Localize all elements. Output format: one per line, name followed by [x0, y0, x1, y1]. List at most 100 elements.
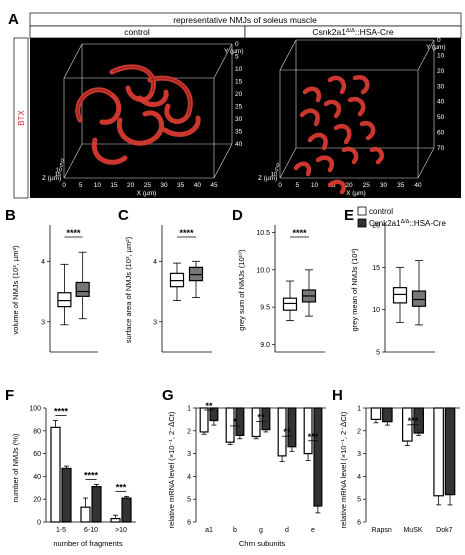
x-tick-label: g [259, 527, 263, 534]
x-tick-label: 40 [194, 182, 202, 189]
bar-control [110, 517, 121, 523]
y-tick-label: 6 [357, 520, 361, 527]
x-tick-label: 35 [397, 182, 405, 189]
nmj-fragment [352, 74, 370, 95]
nmj-fragment [369, 146, 384, 165]
x-tick-label: Dok7 [436, 527, 452, 534]
panel-a-title: representative NMJs of soleus muscle [173, 15, 317, 25]
btx-label: BTX [17, 110, 26, 126]
bar-mutant [91, 486, 102, 523]
y-tick-label: 2 [187, 428, 191, 435]
bbox-edge [63, 43, 83, 79]
x-tick-label: 20 [345, 182, 353, 189]
panel-letter-a: A [8, 11, 19, 28]
nmj-fragment [327, 179, 347, 195]
nmj-fragment [299, 108, 320, 127]
nmj-fragment [323, 99, 342, 119]
bbox-edge [417, 39, 435, 71]
y-tick-label: 20 [33, 497, 41, 504]
y-tick-label: 100 [29, 406, 41, 413]
chart-c-ylabel: surface area of NMJs (10³, µm²) [124, 236, 133, 343]
chart-f-ylabel: number of NMJs (%) [11, 433, 20, 502]
legend: control Csnk2a1Δ/Δ::HSA-Cre [357, 206, 446, 228]
bar-control [50, 426, 61, 523]
bbox-edge [63, 143, 83, 179]
control-nmj-render [75, 64, 201, 165]
y-tick-label: 20 [235, 91, 243, 98]
box-mutant [75, 281, 90, 297]
significance-stars: *** [308, 432, 319, 442]
x-tick-label: a1 [205, 527, 213, 534]
y-tick-label: 40 [235, 141, 243, 148]
panel-letter-c: C [118, 207, 129, 224]
x-tick-label: 30 [380, 182, 388, 189]
z-tick-label: 15 [55, 172, 61, 178]
box-control [392, 287, 408, 304]
nmj-fragment [307, 132, 328, 151]
y-tick-label: 3 [41, 319, 45, 326]
box-control [169, 272, 185, 288]
x-tick-label: 20 [127, 182, 135, 189]
y-tick-label: 3 [153, 319, 157, 326]
y-tick-label: 10 [372, 307, 380, 314]
chart-c-surface-area: 3 4 **** [153, 225, 212, 353]
y-tick-label: 1 [357, 406, 361, 413]
control-header: control [124, 27, 150, 37]
x-tick-label: 30 [160, 182, 168, 189]
x-tick-label: 25 [363, 182, 371, 189]
chart-e-ylabel: grey mean of NMJs (10³) [350, 248, 359, 331]
y-tick-label: 20 [372, 223, 380, 230]
nmj-segment [137, 89, 169, 108]
y-tick-label: 4 [187, 474, 191, 481]
z-tick-label: 5 [275, 168, 278, 174]
bar-mutant [444, 407, 456, 496]
chart-h-ylabel: relative mRNA level (×10⁻¹, 2⁻ᐃCt) [339, 411, 348, 528]
y-tick-label: 40 [437, 99, 445, 106]
bbox-edge [417, 147, 435, 179]
chart-e-grey-mean: 5 10 15 20 [372, 223, 435, 357]
y-tick-label: 50 [437, 114, 445, 121]
bar-control [433, 407, 444, 497]
panel-letter-f: F [5, 387, 14, 404]
y-tick-label: 30 [235, 116, 243, 123]
x-tick-label: 10 [94, 182, 102, 189]
bbox-edge [213, 43, 233, 79]
bar-mutant [382, 407, 393, 423]
y-tick-label: 80 [33, 428, 41, 435]
control-image [30, 38, 245, 198]
y-tick-label: 0 [437, 37, 441, 44]
y-tick-label: 9.0 [260, 342, 270, 349]
legend-label-mutant: Csnk2a1Δ/Δ::HSA-Cre [369, 219, 446, 228]
significance-stars: * [233, 417, 237, 427]
nmj-segment [162, 115, 201, 137]
z-axis-label: Z (µm) [42, 175, 61, 182]
x-axis-label: X (µm) [346, 190, 366, 197]
x-tick-label: Rapsn [372, 527, 392, 534]
y-tick-label: 30 [437, 83, 445, 90]
y-tick-label: 40 [33, 474, 41, 481]
z-tick-label: 0 [61, 159, 64, 165]
bar-mutant [121, 497, 132, 523]
y-tick-label: 15 [235, 79, 243, 86]
x-tick-label: 15 [110, 182, 118, 189]
bar-control [370, 407, 382, 420]
y-tick-label: 4 [153, 259, 157, 266]
x-tick-label: >10 [115, 527, 127, 534]
nmj-shade [111, 66, 155, 93]
mutant-image [245, 38, 461, 198]
nmj-fragment [302, 86, 322, 103]
chart-b-volume: 3 4 **** [41, 225, 98, 353]
x-tick-label: 10 [311, 182, 319, 189]
panel-letter-g: G [162, 387, 174, 404]
y-tick-label: 1 [187, 406, 191, 413]
btx-label-box [13, 37, 29, 199]
x-tick-label: e [311, 527, 315, 534]
y-axis-label: Y (µm) [426, 44, 446, 51]
significance-stars: **** [84, 470, 99, 480]
y-tick-label: 6 [187, 520, 191, 527]
x-tick-label: 5 [295, 182, 299, 189]
bar-mutant [235, 407, 245, 436]
panel-letter-h: H [332, 387, 343, 404]
x-tick-label: 5 [79, 182, 83, 189]
x-tick-label: 25 [144, 182, 152, 189]
